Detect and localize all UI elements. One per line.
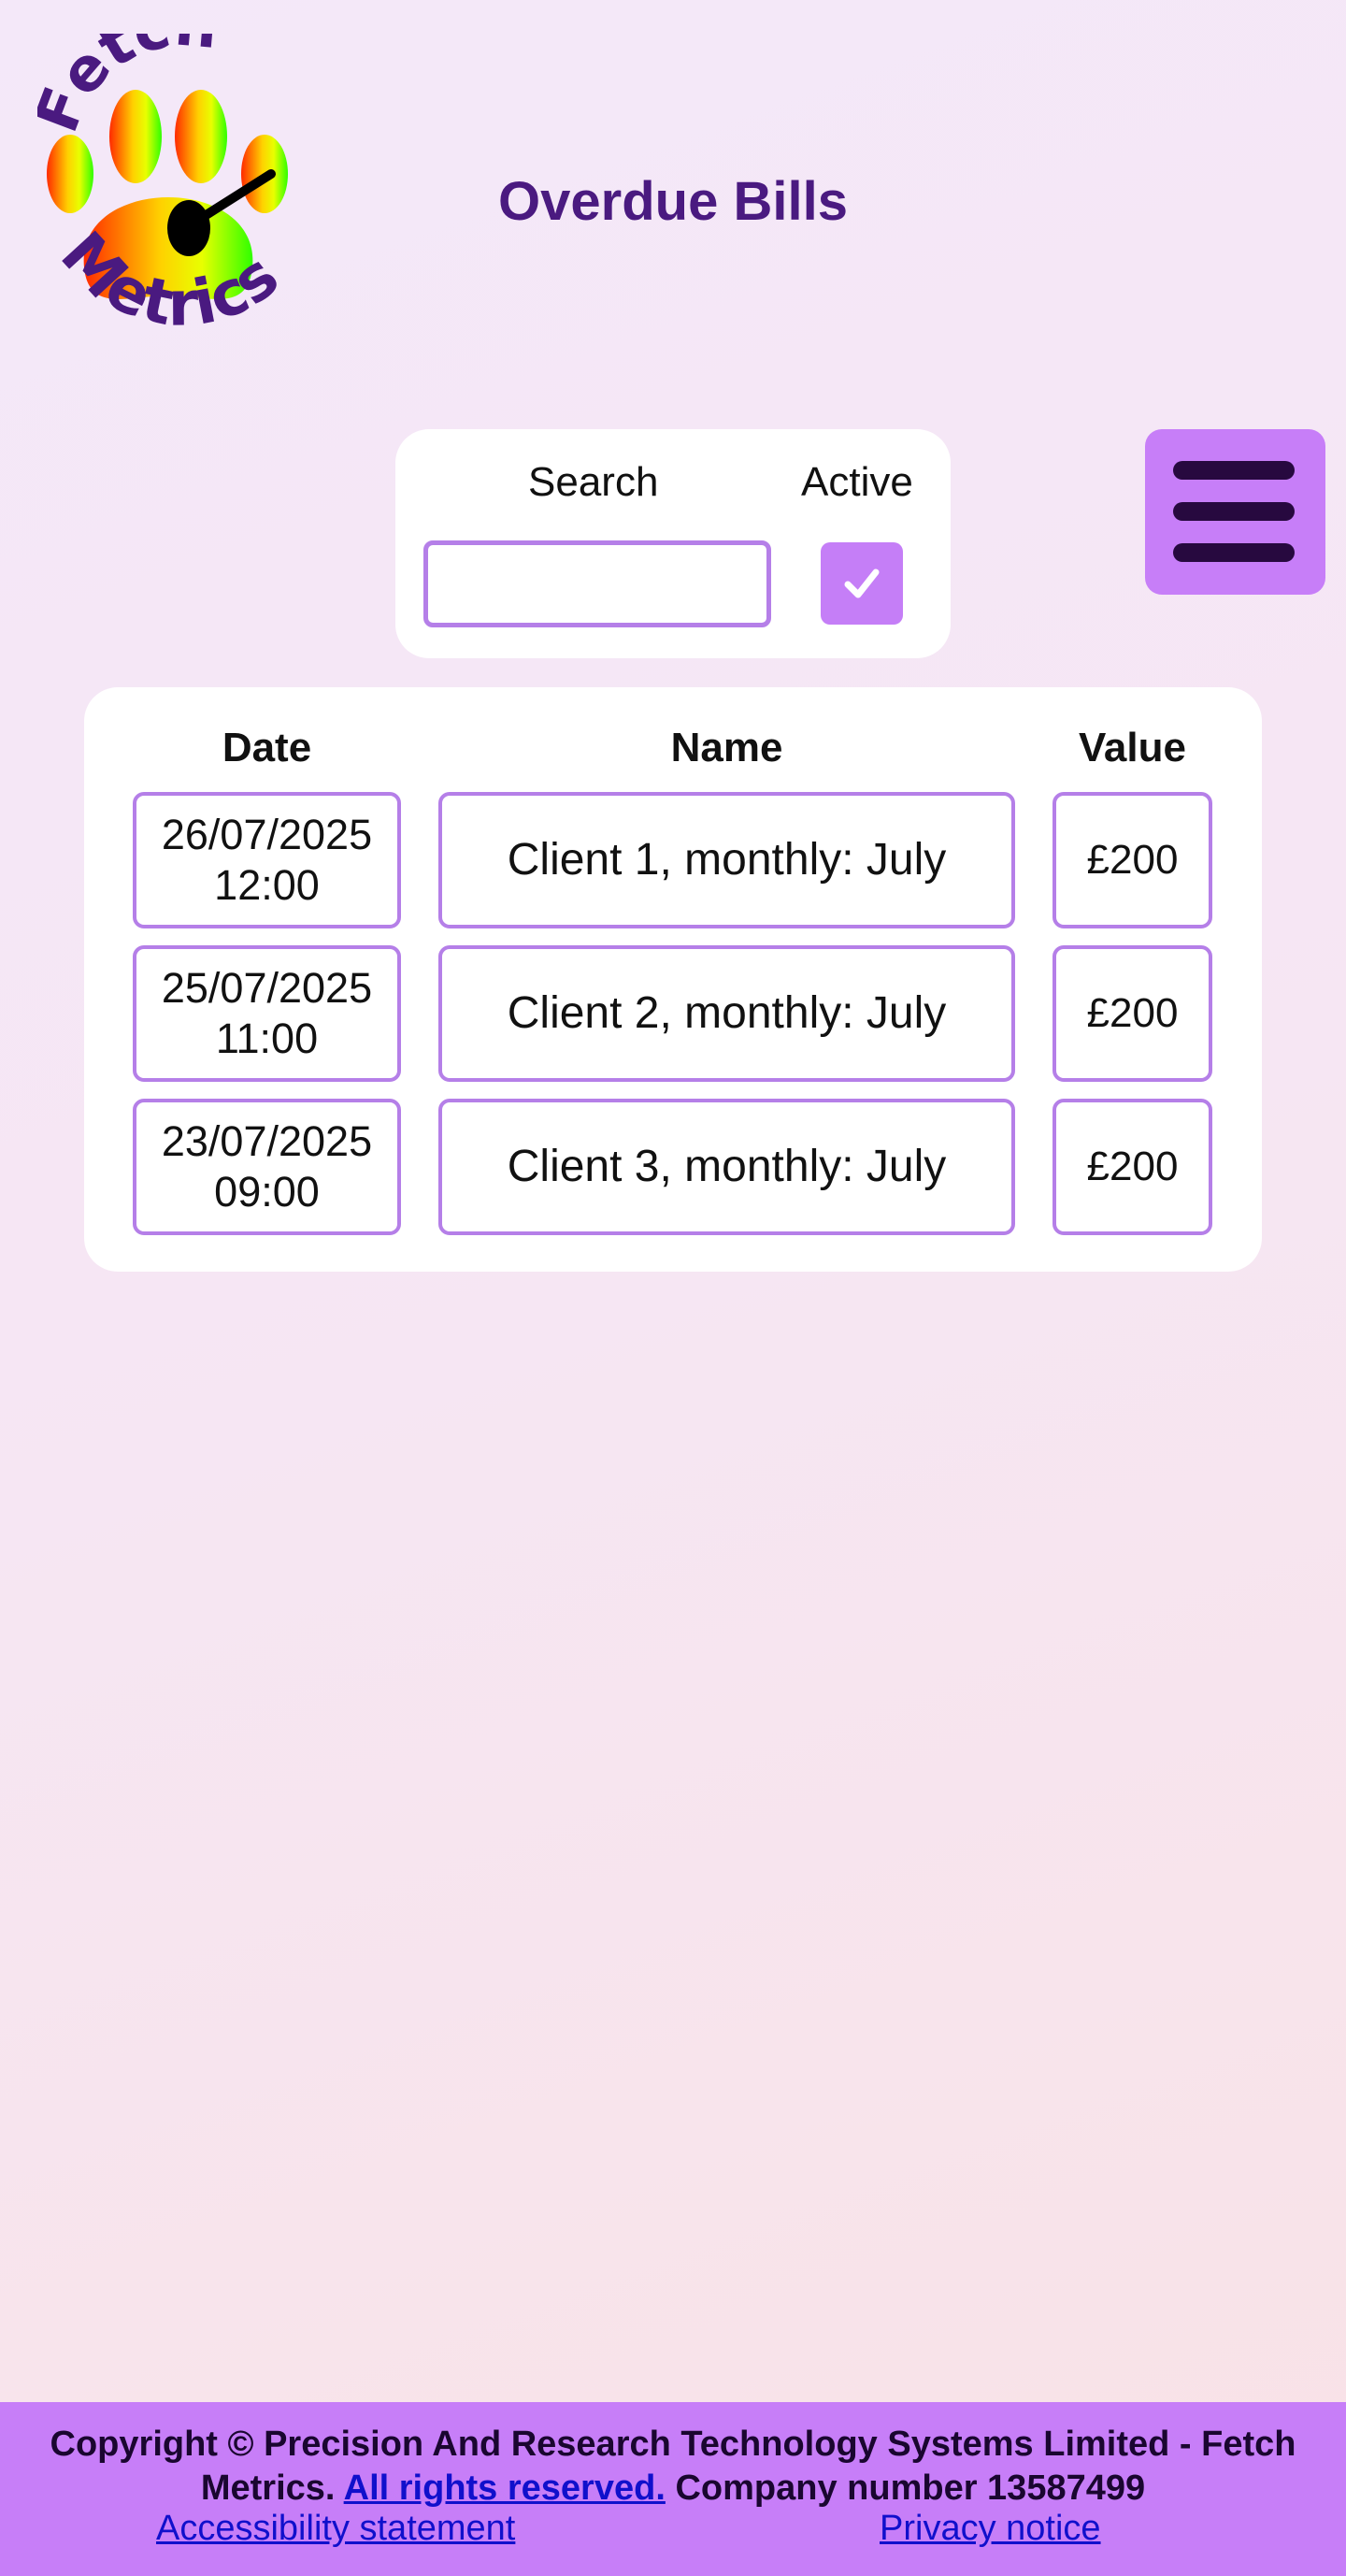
date-cell[interactable]: 23/07/2025 09:00 bbox=[133, 1099, 401, 1235]
active-label: Active bbox=[801, 459, 913, 505]
copyright-statement: Copyright © Precision And Research Techn… bbox=[50, 2425, 1296, 2508]
filter-panel: Search Active bbox=[395, 429, 951, 658]
name-cell[interactable]: Client 1, monthly: July bbox=[438, 792, 1015, 928]
date-cell[interactable]: 26/07/2025 12:00 bbox=[133, 792, 401, 928]
bills-table: Date Name Value 26/07/2025 12:00 Client 1… bbox=[84, 687, 1262, 1272]
header-date: Date bbox=[222, 725, 312, 770]
value-cell[interactable]: £200 bbox=[1052, 1099, 1212, 1235]
accessibility-link[interactable]: Accessibility statement bbox=[156, 2509, 516, 2548]
date-text: 26/07/2025 bbox=[161, 811, 373, 858]
check-icon bbox=[844, 568, 880, 598]
search-input[interactable] bbox=[423, 540, 771, 627]
time-text: 12:00 bbox=[214, 861, 320, 909]
menu-button[interactable] bbox=[1145, 429, 1325, 595]
privacy-link[interactable]: Privacy notice bbox=[880, 2509, 1101, 2548]
company-number: Company number 13587499 bbox=[675, 2468, 1146, 2508]
value-cell[interactable]: £200 bbox=[1052, 792, 1212, 928]
footer: Copyright © Precision And Research Techn… bbox=[0, 2402, 1346, 2576]
name-cell[interactable]: Client 2, monthly: July bbox=[438, 945, 1015, 1082]
date-cell[interactable]: 25/07/2025 11:00 bbox=[133, 945, 401, 1082]
value-cell[interactable]: £200 bbox=[1052, 945, 1212, 1082]
time-text: 09:00 bbox=[214, 1168, 320, 1216]
fetch-metrics-logo[interactable]: Fetch Metrics bbox=[22, 0, 336, 384]
date-text: 23/07/2025 bbox=[161, 1117, 373, 1165]
active-checkbox[interactable] bbox=[821, 542, 903, 625]
page-title: Overdue Bills bbox=[498, 171, 848, 232]
time-text: 11:00 bbox=[215, 1015, 319, 1062]
search-label: Search bbox=[528, 459, 659, 505]
name-cell[interactable]: Client 3, monthly: July bbox=[438, 1099, 1015, 1235]
header-name: Name bbox=[670, 725, 783, 770]
rights-link[interactable]: All rights reserved. bbox=[343, 2468, 666, 2508]
copyright-text: Copyright © Precision And Research Techn… bbox=[37, 2423, 1309, 2511]
header-value: Value bbox=[1079, 725, 1186, 770]
date-text: 25/07/2025 bbox=[161, 964, 373, 1012]
